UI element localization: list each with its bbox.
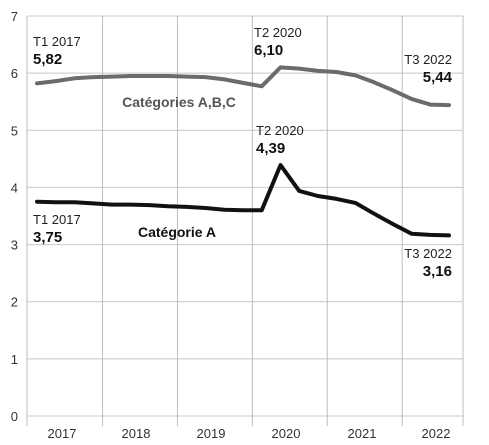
y-tick-label: 2 [11,295,18,310]
annotation-period: T2 2020 [256,123,304,138]
series-name-label: Catégorie A [138,224,216,240]
annotation-value: 5,44 [423,69,453,86]
annotation-value: 5,82 [33,51,62,68]
series-labels: Catégories A,B,C Catégorie A [122,94,236,240]
x-tick-label: 2018 [122,426,151,441]
annotation-value: 3,75 [33,229,62,246]
x-tick-label: 2022 [422,426,451,441]
x-tick-label: 2017 [48,426,77,441]
series-line [35,163,451,238]
series-line [35,65,451,108]
annotation-value: 3,16 [423,263,452,280]
annotation-period: T1 2017 [33,34,81,49]
series-name-label: Catégories A,B,C [122,94,236,110]
y-tick-label: 1 [11,352,18,367]
annotation-value: 6,10 [254,42,283,59]
series-lines [35,65,451,238]
x-tick-label: 2019 [197,426,226,441]
annotation-period: T1 2017 [33,212,81,227]
chart-axes: 0 1 2 3 4 5 6 7 2017 2018 2019 2020 2021 2022 [11,9,451,441]
y-tick-label: 5 [11,123,18,138]
y-tick-label: 4 [11,180,18,195]
y-tick-label: 7 [11,9,18,24]
x-tick-label: 2020 [272,426,301,441]
y-tick-label: 3 [11,238,18,253]
y-tick-label: 0 [11,409,18,424]
annotation-value: 4,39 [256,140,285,157]
y-tick-label: 6 [11,66,18,81]
x-tick-label: 2021 [348,426,377,441]
annotation-period: T2 2020 [254,25,302,40]
annotation-period: T3 2022 [404,52,452,67]
annotation-period: T3 2022 [404,246,452,261]
point-annotations: T1 2017 5,82 T2 2020 6,10 T3 2022 5,44 T1 2017… [33,25,453,280]
